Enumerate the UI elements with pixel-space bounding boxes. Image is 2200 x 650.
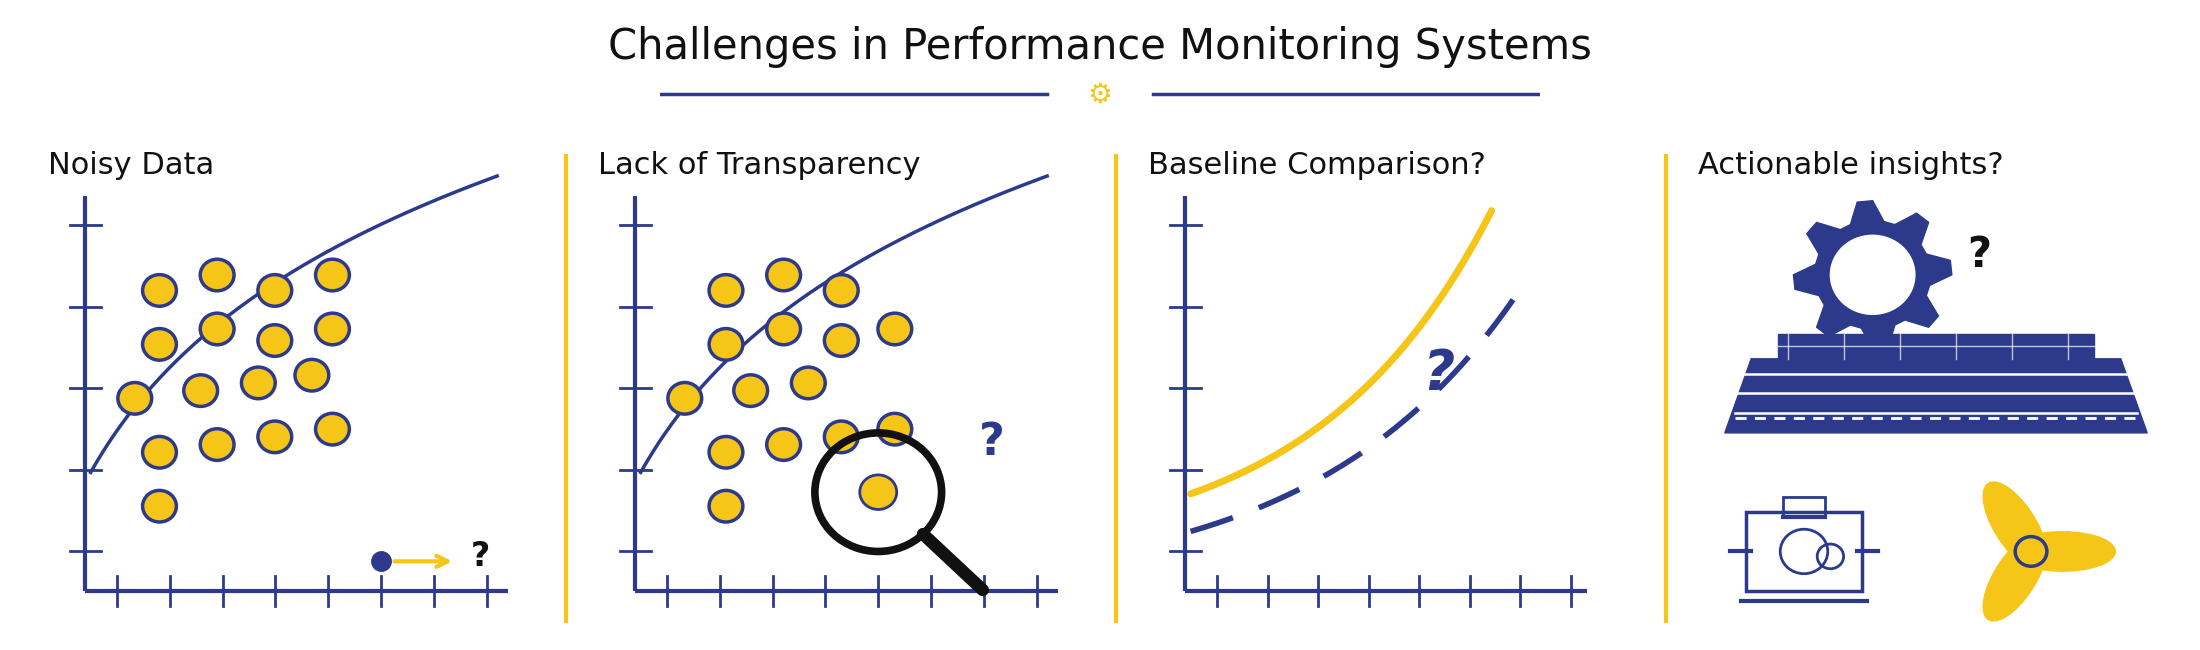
Text: ?: ?: [471, 540, 491, 573]
Circle shape: [143, 490, 176, 522]
Circle shape: [878, 413, 911, 445]
Circle shape: [860, 475, 898, 510]
Circle shape: [200, 259, 233, 291]
Circle shape: [242, 367, 275, 398]
Circle shape: [768, 429, 801, 460]
Polygon shape: [1793, 201, 1951, 349]
Circle shape: [315, 413, 350, 445]
Polygon shape: [1725, 359, 2147, 433]
Circle shape: [878, 313, 911, 345]
Text: Actionable insights?: Actionable insights?: [1698, 151, 2004, 180]
Circle shape: [200, 313, 233, 345]
Circle shape: [1830, 235, 1914, 315]
Text: ?: ?: [979, 421, 1005, 464]
Circle shape: [669, 382, 702, 414]
Text: Baseline Comparison?: Baseline Comparison?: [1148, 151, 1487, 180]
Circle shape: [257, 325, 293, 356]
Circle shape: [708, 328, 744, 360]
Circle shape: [708, 274, 744, 306]
Circle shape: [185, 375, 218, 406]
Text: Challenges in Performance Monitoring Systems: Challenges in Performance Monitoring Sys…: [607, 26, 1593, 68]
Circle shape: [119, 382, 152, 414]
Circle shape: [200, 429, 233, 460]
Text: ?: ?: [1967, 234, 1991, 276]
Circle shape: [257, 421, 293, 452]
Text: Noisy Data: Noisy Data: [48, 151, 216, 180]
Polygon shape: [1778, 334, 2094, 359]
Text: Lack of Transparency: Lack of Transparency: [598, 151, 922, 180]
Polygon shape: [2011, 532, 2116, 571]
Circle shape: [825, 274, 858, 306]
Circle shape: [768, 313, 801, 345]
Circle shape: [143, 274, 176, 306]
Circle shape: [735, 375, 768, 406]
Circle shape: [143, 436, 176, 468]
Circle shape: [708, 490, 744, 522]
Circle shape: [315, 259, 350, 291]
Circle shape: [315, 313, 350, 345]
Circle shape: [295, 359, 328, 391]
Text: ?: ?: [1423, 346, 1454, 400]
Polygon shape: [1982, 482, 2048, 569]
Circle shape: [792, 367, 825, 398]
Polygon shape: [1982, 533, 2048, 621]
Circle shape: [825, 421, 858, 452]
Circle shape: [143, 328, 176, 360]
Circle shape: [768, 259, 801, 291]
Circle shape: [257, 274, 293, 306]
Circle shape: [825, 325, 858, 356]
Circle shape: [708, 436, 744, 468]
Text: ⚙: ⚙: [1087, 80, 1113, 109]
Text: 🔧: 🔧: [1866, 263, 1881, 287]
